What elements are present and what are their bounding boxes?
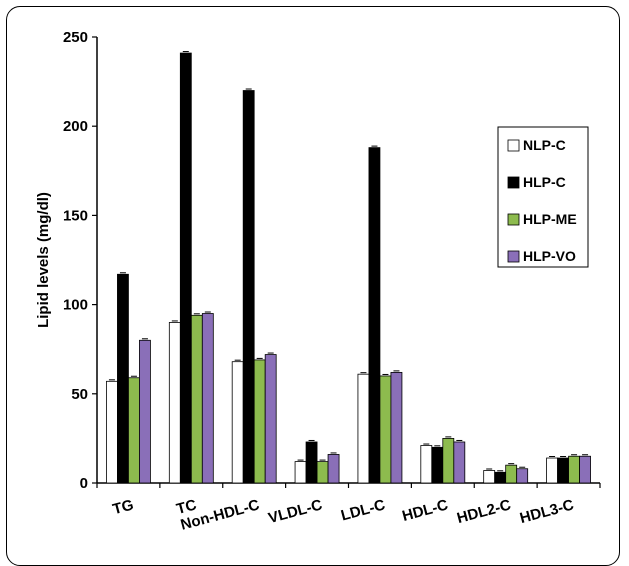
chart-bars <box>106 51 591 484</box>
legend-label-hlp-me: HLP-ME <box>523 211 577 227</box>
y-tick-label: 150 <box>63 207 88 224</box>
y-tick-label: 200 <box>63 118 88 135</box>
legend-label-nlp-c: NLP-C <box>523 137 566 153</box>
bar-nlp-c-hdl2-c <box>483 470 496 484</box>
legend-swatch-hlp-c <box>507 176 520 189</box>
x-tick-label: HDL-C <box>400 496 450 525</box>
bar-nlp-c-vldl-c <box>294 461 307 484</box>
bar-hlp-vo-hdl-c <box>453 441 466 484</box>
legend-label-hlp-c: HLP-C <box>523 174 566 190</box>
legend-swatch-hlp-vo <box>507 250 520 263</box>
bar-hlp-c-vldl-c <box>305 441 318 484</box>
x-tick-label: TC <box>175 496 199 518</box>
bar-nlp-c-hdl3-c <box>546 457 558 484</box>
bar-hlp-me-non-hdl-c <box>253 359 266 484</box>
bar-hlp-me-tc <box>190 314 203 484</box>
y-tick-labels: 0 50 100 150 200 250 <box>63 29 88 492</box>
bar-hlp-c-ldl-c <box>368 147 381 484</box>
bar-hlp-vo-tg <box>139 339 151 484</box>
bar-hlp-me-vldl-c <box>316 461 329 484</box>
bar-hlp-me-hdl3-c <box>568 455 580 484</box>
legend-swatch-hlp-me <box>507 213 520 226</box>
bar-nlp-c-tc <box>168 322 181 484</box>
bar-nlp-c-ldl-c <box>357 373 370 484</box>
x-tick-label: HDL3-C <box>518 496 576 527</box>
x-tick-label: TG <box>111 496 136 518</box>
y-tick-label: 100 <box>63 297 88 314</box>
legend-label-hlp-vo: HLP-VO <box>523 248 576 264</box>
y-axis-label: Lipid levels (mg/dl) <box>35 192 52 328</box>
bar-hlp-c-tc <box>179 52 192 484</box>
bar-hlp-c-hdl2-c <box>494 471 507 484</box>
bar-hlp-me-ldl-c <box>379 375 392 484</box>
y-tick-label: 250 <box>63 29 88 46</box>
x-tick-label: VLDL-C <box>267 496 325 527</box>
x-tick-label: LDL-C <box>339 496 387 524</box>
bar-hlp-c-hdl-c <box>431 446 444 484</box>
bar-hlp-vo-non-hdl-c <box>264 354 277 484</box>
y-tick-label: 0 <box>80 475 88 492</box>
bar-nlp-c-hdl-c <box>420 445 433 484</box>
bar-hlp-vo-ldl-c <box>390 371 403 484</box>
bar-nlp-c-tg <box>106 380 118 484</box>
legend-swatch-nlp-c <box>507 139 520 152</box>
bar-hlp-c-non-hdl-c <box>242 90 255 484</box>
y-tick-label: 50 <box>71 386 88 403</box>
legend: NLP-C HLP-C HLP-ME HLP-VO <box>497 126 589 268</box>
bar-hlp-vo-hdl3-c <box>579 455 591 484</box>
bar-hlp-vo-hdl2-c <box>516 468 529 484</box>
x-tick-label: HDL2-C <box>455 496 513 527</box>
bar-hlp-me-hdl2-c <box>505 464 518 484</box>
bar-hlp-vo-tc <box>201 313 214 484</box>
bar-hlp-vo-vldl-c <box>327 454 340 484</box>
bar-hlp-me-hdl-c <box>442 437 455 484</box>
bar-hlp-c-hdl3-c <box>557 457 569 484</box>
bar-nlp-c-non-hdl-c <box>231 361 244 484</box>
bar-hlp-c-tg <box>117 273 129 484</box>
bar-hlp-me-tg <box>128 377 140 484</box>
